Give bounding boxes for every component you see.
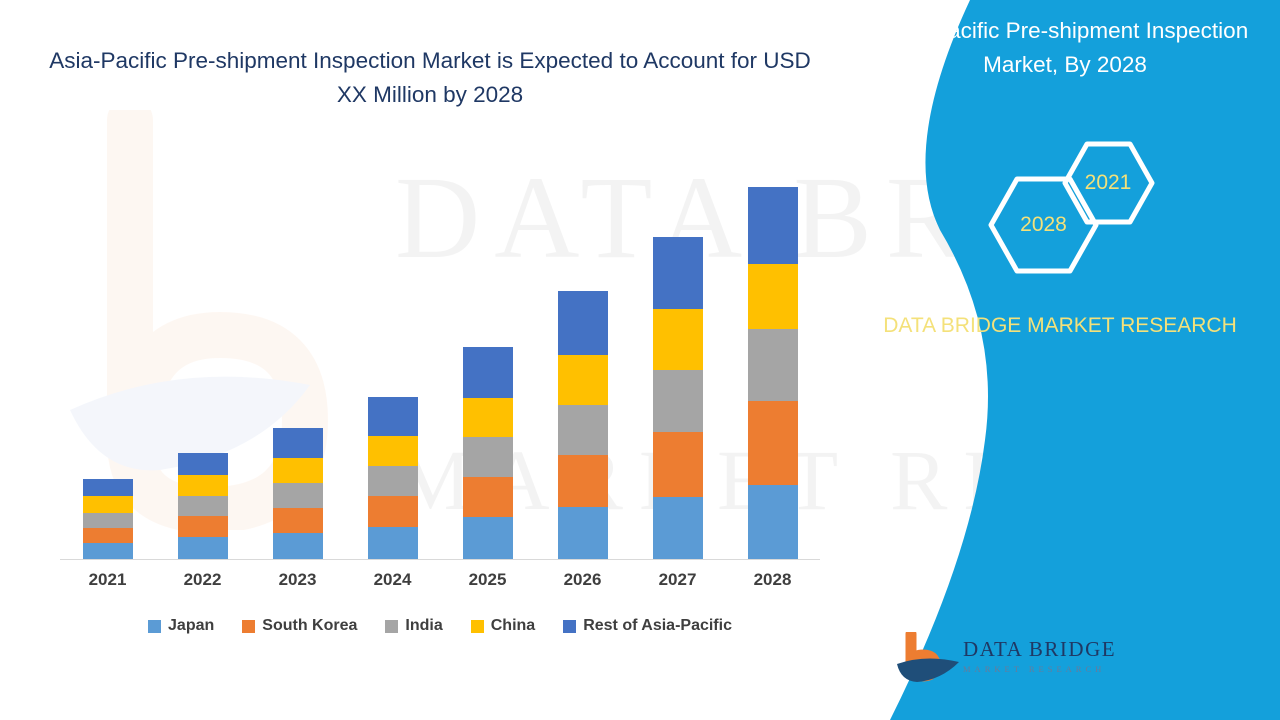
- bar-segment: [367, 466, 418, 496]
- bar-segment: [177, 496, 228, 516]
- bar-segment: [557, 455, 608, 507]
- bar-segment: [557, 507, 608, 559]
- bar-segment: [177, 537, 228, 559]
- bar-segment: [557, 405, 608, 455]
- bar-segment: [82, 479, 133, 496]
- legend-item[interactable]: South Korea: [242, 617, 357, 635]
- bar-segment: [557, 355, 608, 405]
- bar-column: [345, 120, 440, 559]
- bar-column: [250, 120, 345, 559]
- x-axis-line: [60, 559, 820, 560]
- bar-column: [725, 120, 820, 559]
- x-axis-labels: 2021 2022 2023 2024 2025 2026 2027 2028: [60, 570, 820, 590]
- legend-item[interactable]: India: [385, 617, 443, 635]
- bar-column: [630, 120, 725, 559]
- stacked-bar: [272, 428, 323, 559]
- bar-segment: [462, 347, 513, 398]
- bar-segment: [177, 516, 228, 537]
- company-logo: DATA BRIDGE MARKET RESEARCH: [895, 632, 1125, 694]
- chart-plot-area: [60, 120, 820, 560]
- x-axis-tick-label: 2025: [468, 570, 507, 589]
- logo-mark-icon: [897, 632, 959, 682]
- hexagon-start-year: 2021: [1060, 140, 1156, 226]
- bar-segment: [652, 309, 703, 370]
- bar-segment: [367, 397, 418, 436]
- stacked-bar: [747, 187, 798, 559]
- bar-segment: [367, 436, 418, 466]
- hexagon-outline-icon: [1062, 141, 1155, 225]
- legend-label: South Korea: [262, 617, 358, 634]
- legend-swatch-icon: [148, 619, 162, 633]
- bar-segment: [82, 543, 133, 559]
- bar-segment: [747, 401, 798, 485]
- legend-item[interactable]: Rest of Asia-Pacific: [563, 617, 732, 635]
- stacked-bar: [462, 347, 513, 559]
- bar-segment: [557, 291, 608, 355]
- stacked-bar: [652, 237, 703, 559]
- bar-segment: [177, 475, 228, 496]
- bar-segment: [652, 370, 703, 432]
- bar-segment: [272, 533, 323, 559]
- bar-column: [60, 120, 155, 559]
- hexagon-start-year-label: 2021: [1084, 171, 1132, 194]
- legend-swatch-icon: [563, 619, 577, 633]
- x-axis-tick-label: 2021: [88, 570, 127, 589]
- stacked-bar: [177, 453, 228, 559]
- panel-title: Asia-Pacific Pre-shipment Inspection Mar…: [881, 18, 1249, 77]
- bar-segment: [367, 527, 418, 559]
- legend-swatch-icon: [242, 619, 256, 633]
- x-axis-tick-label: 2023: [278, 570, 317, 589]
- hexagon-group: 2028 2021: [970, 140, 1200, 285]
- logo-main-text: DATA BRIDGE: [963, 637, 1117, 661]
- x-axis-tick-label: 2028: [753, 570, 792, 589]
- bar-segment: [177, 453, 228, 475]
- stacked-bar: [82, 479, 133, 559]
- bar-segment: [82, 528, 133, 543]
- legend-swatch-icon: [385, 619, 399, 633]
- stacked-bar: [557, 291, 608, 559]
- legend-label: Japan: [168, 617, 215, 634]
- bar-segment: [367, 496, 418, 527]
- right-brand-panel: Asia-Pacific Pre-shipment Inspection Mar…: [820, 0, 1280, 720]
- chart-legend: Japan South Korea India China Rest of Asia-P…: [60, 617, 820, 635]
- x-axis-tick-label: 2026: [563, 570, 602, 589]
- legend-swatch-icon: [470, 619, 484, 633]
- bar-segment: [747, 485, 798, 559]
- bar-segment: [272, 458, 323, 483]
- x-axis-tick-label: 2022: [183, 570, 222, 589]
- bar-column: [155, 120, 250, 559]
- bar-segment: [747, 264, 798, 329]
- bar-group: [60, 120, 820, 559]
- bar-segment: [747, 329, 798, 401]
- legend-label: India: [405, 617, 443, 634]
- stacked-bar: [367, 397, 418, 559]
- bar-segment: [462, 437, 513, 477]
- hexagon-end-year-label: 2028: [1020, 213, 1067, 236]
- bar-segment: [82, 496, 133, 513]
- x-axis-tick-label: 2024: [373, 570, 412, 589]
- bar-column: [535, 120, 630, 559]
- logo-sub-text: MARKET RESEARCH: [963, 664, 1106, 674]
- bar-segment: [272, 483, 323, 508]
- bar-segment: [462, 398, 513, 437]
- x-axis-tick-label: 2027: [658, 570, 697, 589]
- legend-item[interactable]: China: [470, 617, 536, 635]
- panel-shape: [890, 0, 1280, 720]
- bar-segment: [652, 237, 703, 309]
- bar-segment: [82, 513, 133, 528]
- legend-label: Rest of Asia-Pacific: [583, 617, 732, 634]
- bar-segment: [747, 187, 798, 264]
- bar-segment: [652, 497, 703, 559]
- chart-title: Asia-Pacific Pre-shipment Inspection Mar…: [49, 48, 811, 107]
- bar-segment: [462, 477, 513, 517]
- bar-segment: [272, 508, 323, 533]
- bar-segment: [462, 517, 513, 559]
- brand-name: DATA BRIDGE MARKET RESEARCH: [883, 314, 1237, 337]
- legend-item[interactable]: Japan: [148, 617, 214, 635]
- legend-label: China: [490, 617, 536, 634]
- bar-column: [440, 120, 535, 559]
- bar-segment: [272, 428, 323, 458]
- bar-segment: [652, 432, 703, 497]
